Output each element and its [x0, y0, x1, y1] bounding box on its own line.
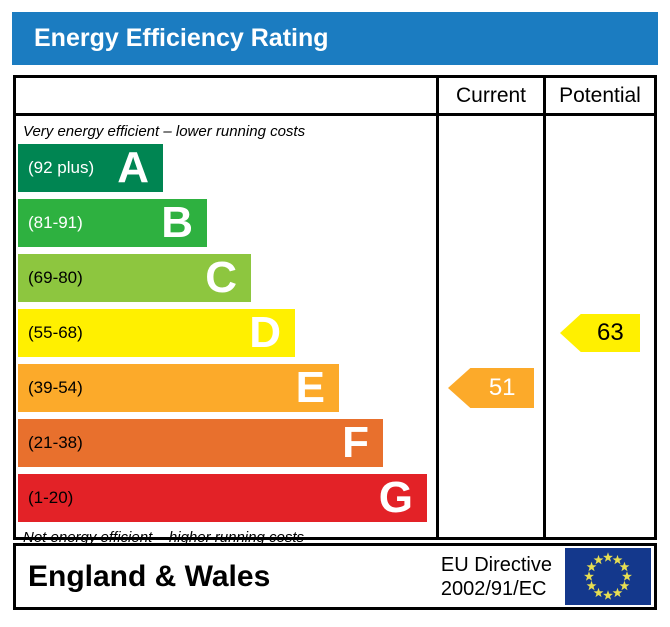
header-spacer-cell — [16, 78, 439, 113]
table-header-row: Current Potential — [16, 78, 654, 116]
band-range-label: (55-68) — [28, 323, 83, 342]
band-range-label: (92 plus) — [28, 158, 95, 177]
band-row-g: (1-20) G — [16, 474, 436, 522]
caption-not-efficient: Not energy efficient – higher running co… — [23, 529, 304, 546]
band-range-label: (1-20) — [28, 488, 74, 507]
band-bar-f: (21-38) F — [18, 419, 383, 467]
band-letter: C — [205, 253, 237, 302]
band-row-f: (21-38) F — [16, 419, 436, 467]
band-row-a: (92 plus) A — [16, 144, 436, 192]
band-bar-e: (39-54) E — [18, 364, 339, 412]
band-letter: F — [342, 418, 369, 467]
eu-directive-label: EU Directive 2002/91/EC — [441, 553, 552, 601]
table-body-row: Very energy efficient – lower running co… — [16, 116, 654, 546]
current-rating-arrow: 51 — [448, 368, 534, 408]
rating-table: Current Potential Very energy efficient … — [13, 75, 657, 546]
band-bar-b: (81-91) B — [18, 199, 207, 247]
band-row-e: (39-54) E — [16, 364, 436, 412]
header-potential: Potential — [559, 83, 641, 107]
band-letter: D — [249, 308, 281, 357]
band-row-b: (81-91) B — [16, 199, 436, 247]
current-column: 51 — [439, 116, 546, 537]
caption-very-efficient: Very energy efficient – lower running co… — [23, 123, 306, 140]
band-range-label: (81-91) — [28, 213, 83, 232]
band-list: (92 plus) A (81-91) B (69-80) C (55-68) D (39-54… — [16, 144, 436, 522]
region-label: England & Wales — [28, 559, 271, 593]
band-row-d: (55-68) D — [16, 309, 436, 357]
potential-rating-arrow: 63 — [560, 314, 640, 352]
bands-column: Very energy efficient – lower running co… — [16, 116, 439, 546]
band-letter: E — [295, 363, 325, 412]
band-letter: A — [117, 143, 149, 192]
eu-directive-line1: EU Directive — [440, 553, 552, 576]
band-letter: B — [161, 198, 193, 247]
eu-flag-icon — [565, 548, 651, 605]
eu-directive-line2: 2002/91/EC — [440, 577, 547, 600]
band-bar-c: (69-80) C — [18, 254, 251, 302]
footer-bar: England & Wales EU Directive 2002/91/EC — [13, 543, 657, 610]
potential-rating-value: 63 — [597, 319, 624, 346]
current-rating-value: 51 — [488, 374, 516, 401]
band-letter: G — [378, 473, 413, 522]
page-title: Energy Efficiency Rating — [12, 12, 658, 65]
band-bar-a: (92 plus) A — [18, 144, 163, 192]
band-bar-g: (1-20) G — [18, 474, 427, 522]
potential-column: 63 — [546, 116, 654, 537]
band-row-c: (69-80) C — [16, 254, 436, 302]
band-bar-d: (55-68) D — [18, 309, 295, 357]
band-range-label: (39-54) — [28, 378, 83, 397]
band-range-label: (69-80) — [28, 268, 83, 287]
header-current: Current — [439, 78, 546, 113]
band-range-label: (21-38) — [28, 433, 83, 452]
